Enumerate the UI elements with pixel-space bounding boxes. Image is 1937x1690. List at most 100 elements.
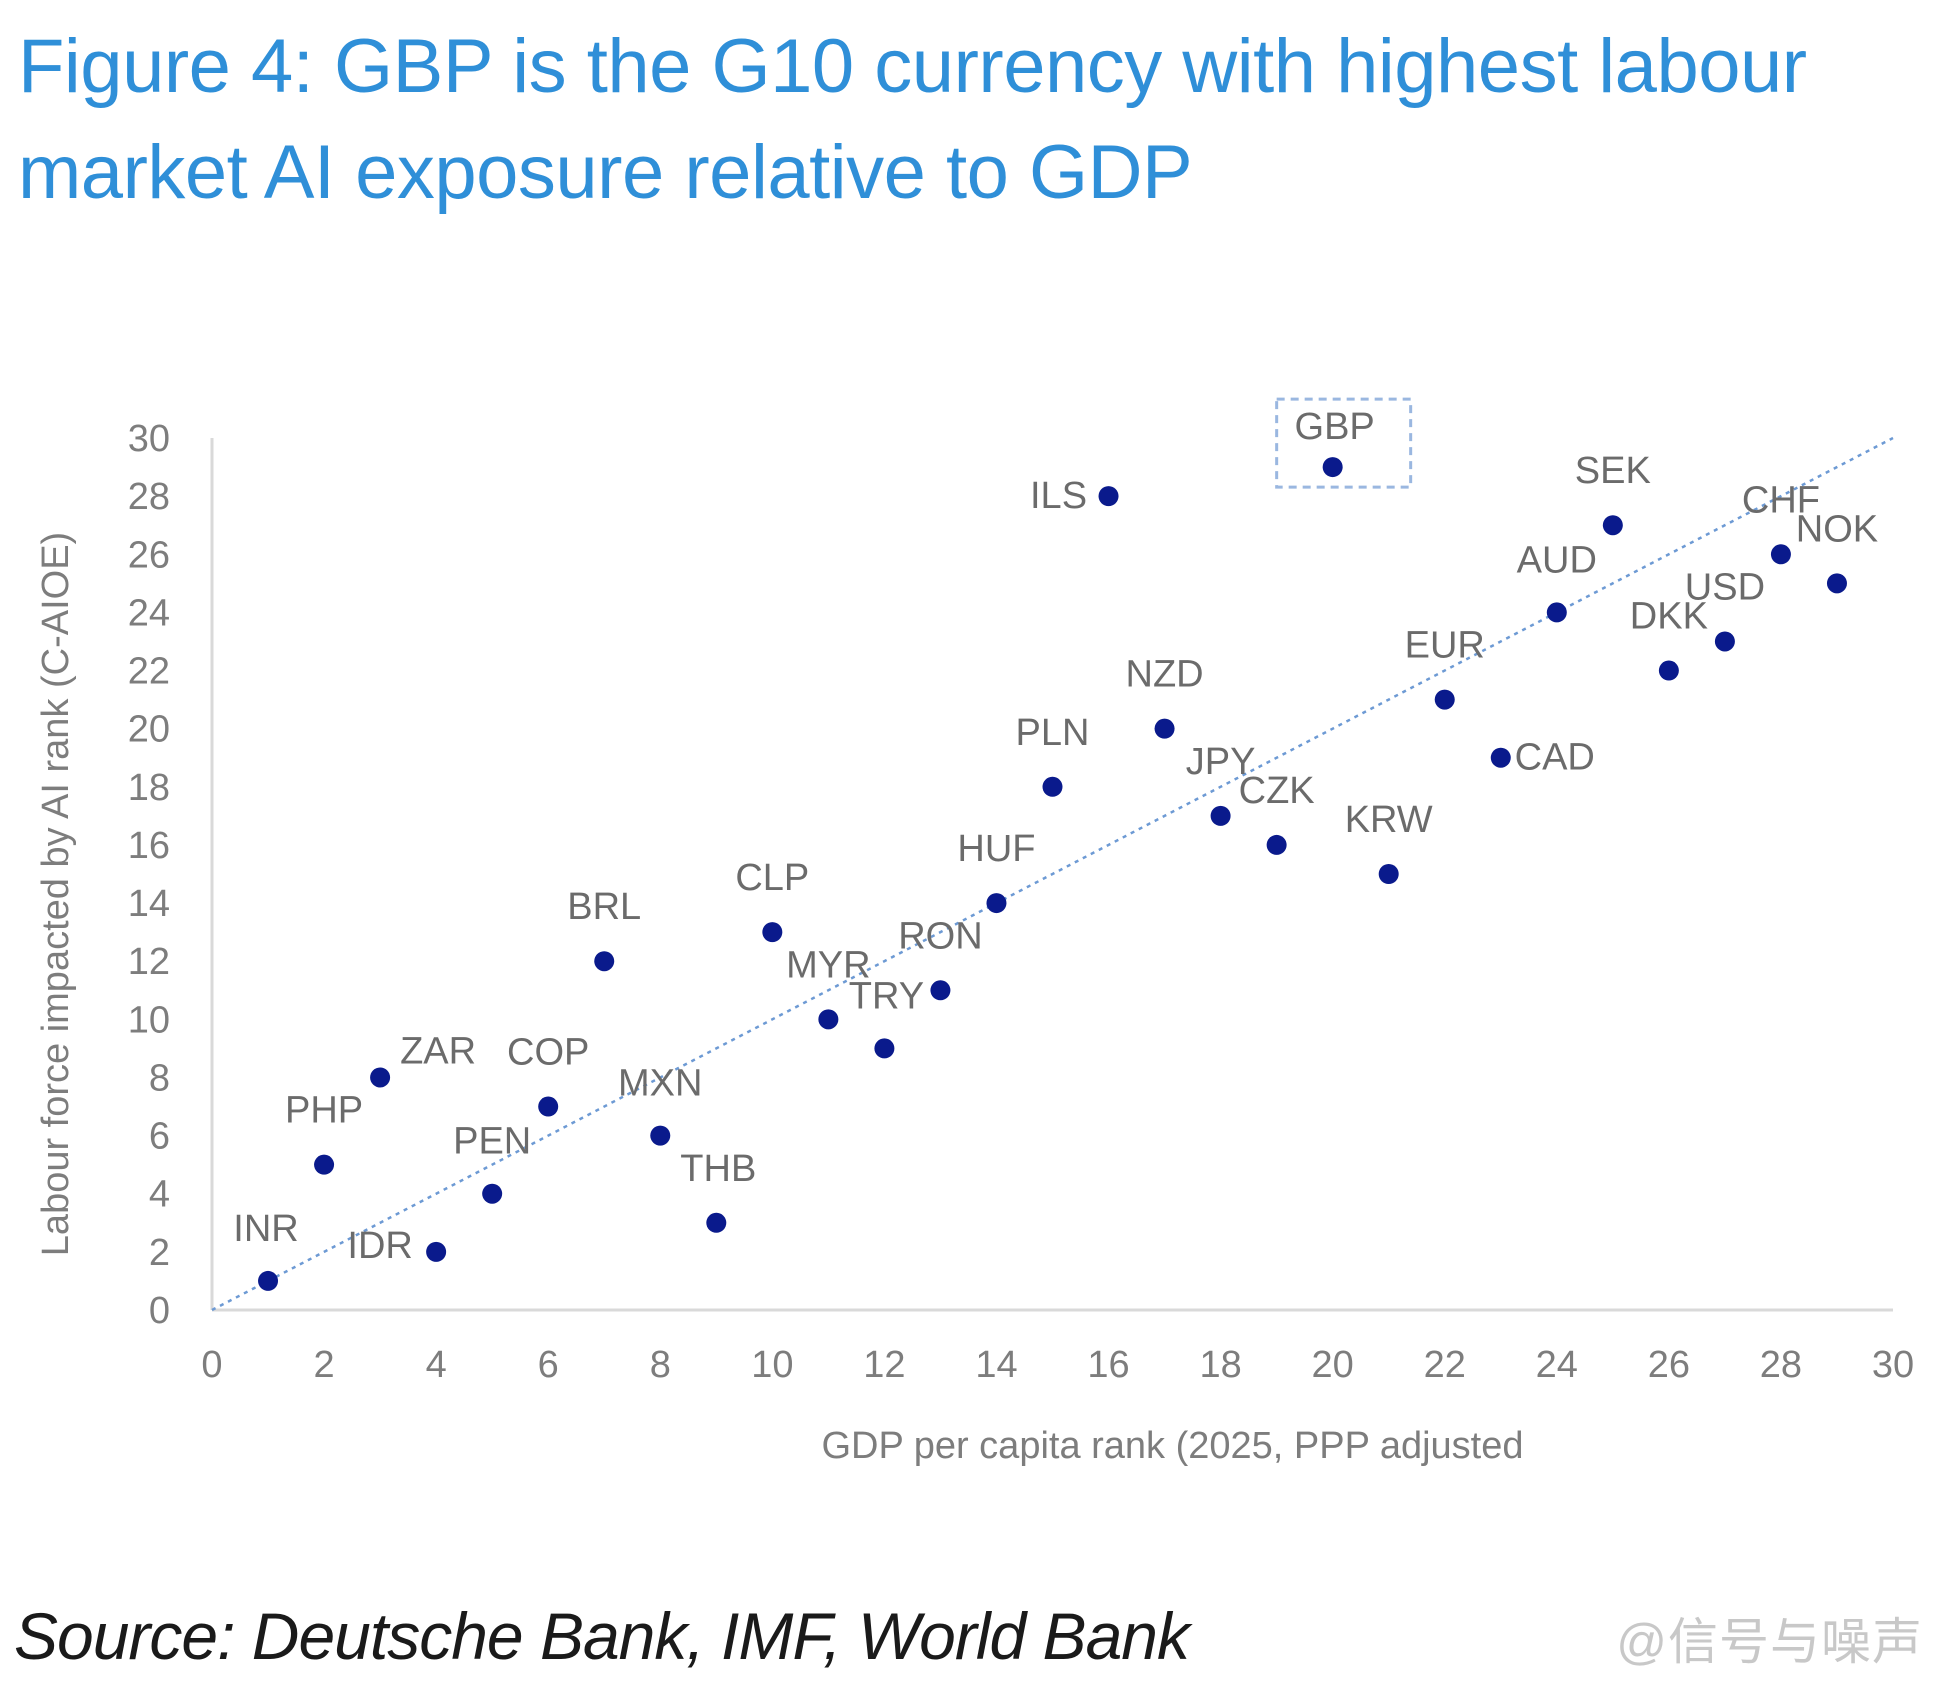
data-point-php — [314, 1154, 335, 1175]
data-point-gbp — [1322, 457, 1343, 478]
x-tick-label: 12 — [863, 1344, 905, 1386]
point-label-php: PHP — [285, 1090, 363, 1132]
data-point-aud — [1546, 602, 1567, 623]
x-tick-label: 0 — [201, 1344, 222, 1386]
point-label-brl: BRL — [567, 886, 641, 928]
x-tick-label: 16 — [1087, 1344, 1129, 1386]
data-point-cop — [538, 1096, 559, 1117]
watermark: @信号与噪声 — [1616, 1614, 1923, 1670]
y-tick-label: 26 — [128, 534, 170, 576]
x-tick-label: 18 — [1199, 1344, 1241, 1386]
x-tick-label: 22 — [1424, 1344, 1466, 1386]
x-tick-label: 6 — [538, 1344, 559, 1386]
point-label-jpy: JPY — [1186, 741, 1256, 783]
point-label-gbp: GBP — [1295, 406, 1375, 448]
x-tick-label: 26 — [1648, 1344, 1690, 1386]
x-tick-label: 20 — [1312, 1344, 1354, 1386]
point-label-inr: INR — [233, 1208, 298, 1250]
point-label-clp: CLP — [735, 857, 809, 899]
point-label-dkk: DKK — [1630, 596, 1708, 638]
data-point-ils — [1098, 486, 1119, 507]
points-group — [258, 457, 1847, 1291]
point-label-mxn: MXN — [618, 1063, 702, 1105]
y-tick-label: 0 — [149, 1290, 170, 1332]
data-point-dkk — [1658, 660, 1679, 681]
y-tick-label: 16 — [128, 825, 170, 867]
trendline — [211, 436, 1894, 1312]
y-tick-label: 6 — [149, 1116, 170, 1158]
y-tick-label: 30 — [128, 418, 170, 460]
highlight-box — [1275, 397, 1413, 489]
point-label-zar: ZAR — [400, 1030, 476, 1072]
point-label-usd: USD — [1685, 566, 1765, 608]
x-tick-label: 24 — [1536, 1344, 1578, 1386]
x-tick-label: 2 — [313, 1344, 334, 1386]
x-tick-label: 30 — [1872, 1344, 1914, 1386]
data-point-cad — [1490, 747, 1511, 768]
data-point-nok — [1826, 573, 1847, 594]
data-point-chf — [1770, 544, 1791, 565]
point-label-cad: CAD — [1515, 737, 1595, 779]
data-point-sek — [1602, 515, 1623, 536]
data-point-huf — [986, 893, 1007, 914]
point-label-ron: RON — [898, 915, 982, 957]
x-tick-label: 28 — [1760, 1344, 1802, 1386]
point-label-czk: CZK — [1239, 770, 1315, 812]
data-point-pln — [1042, 776, 1063, 797]
data-point-czk — [1266, 834, 1287, 855]
point-label-try: TRY — [849, 975, 924, 1017]
point-label-krw: KRW — [1345, 799, 1433, 841]
data-point-pen — [482, 1183, 503, 1204]
point-label-ils: ILS — [1030, 475, 1087, 517]
point-label-chf: CHF — [1742, 479, 1820, 521]
y-axis-label: Labour force impacted by AI rank (C-AIOE… — [35, 532, 77, 1256]
point-label-eur: EUR — [1405, 625, 1485, 667]
y-tick-label: 2 — [149, 1232, 170, 1274]
point-label-nzd: NZD — [1126, 654, 1204, 696]
data-point-jpy — [1210, 805, 1231, 826]
y-tick-label: 18 — [128, 767, 170, 809]
source-note: Source: Deutsche Bank, IMF, World Bank — [14, 1599, 1190, 1673]
point-label-sek: SEK — [1575, 450, 1651, 492]
data-point-ron — [930, 980, 951, 1001]
x-tick-label: 14 — [975, 1344, 1017, 1386]
x-tick-label: 4 — [426, 1344, 447, 1386]
y-tick-label: 20 — [128, 709, 170, 751]
point-label-cop: COP — [507, 1032, 589, 1074]
point-label-pen: PEN — [453, 1121, 531, 1163]
data-point-myr — [818, 1009, 839, 1030]
x-tick-label: 10 — [751, 1344, 793, 1386]
point-label-thb: THB — [680, 1148, 756, 1190]
y-tick-label: 12 — [128, 941, 170, 983]
y-tick-label: 10 — [128, 999, 170, 1041]
point-label-nok: NOK — [1796, 508, 1878, 550]
trendline-group — [211, 436, 1894, 1312]
x-tick-label: 8 — [650, 1344, 671, 1386]
data-point-brl — [594, 951, 615, 972]
data-point-try — [874, 1038, 895, 1059]
y-tick-label: 24 — [128, 592, 170, 634]
data-point-usd — [1714, 631, 1735, 652]
point-label-pln: PLN — [1016, 712, 1090, 754]
data-point-eur — [1434, 689, 1455, 710]
data-point-nzd — [1154, 718, 1175, 739]
point-label-myr: MYR — [786, 944, 870, 986]
data-point-clp — [762, 922, 783, 943]
y-tick-label: 22 — [128, 651, 170, 693]
data-point-thb — [706, 1212, 727, 1233]
y-tick-label: 14 — [128, 883, 170, 925]
data-point-krw — [1378, 864, 1399, 884]
y-tick-label: 4 — [149, 1174, 170, 1216]
y-tick-label: 8 — [149, 1057, 170, 1099]
axes: 0 2 4 6 8 10 12 14 16 18 20 22 24 26 28 300246810121416… — [128, 418, 1914, 1386]
data-point-zar — [370, 1067, 391, 1088]
data-point-mxn — [650, 1125, 671, 1146]
data-point-inr — [258, 1270, 279, 1291]
point-label-aud: AUD — [1517, 539, 1597, 581]
y-tick-label: 28 — [128, 476, 170, 518]
chart-title: Figure 4: GBP is the G10 currency with h… — [18, 24, 1807, 215]
data-point-idr — [426, 1241, 447, 1262]
point-label-huf: HUF — [957, 828, 1035, 870]
